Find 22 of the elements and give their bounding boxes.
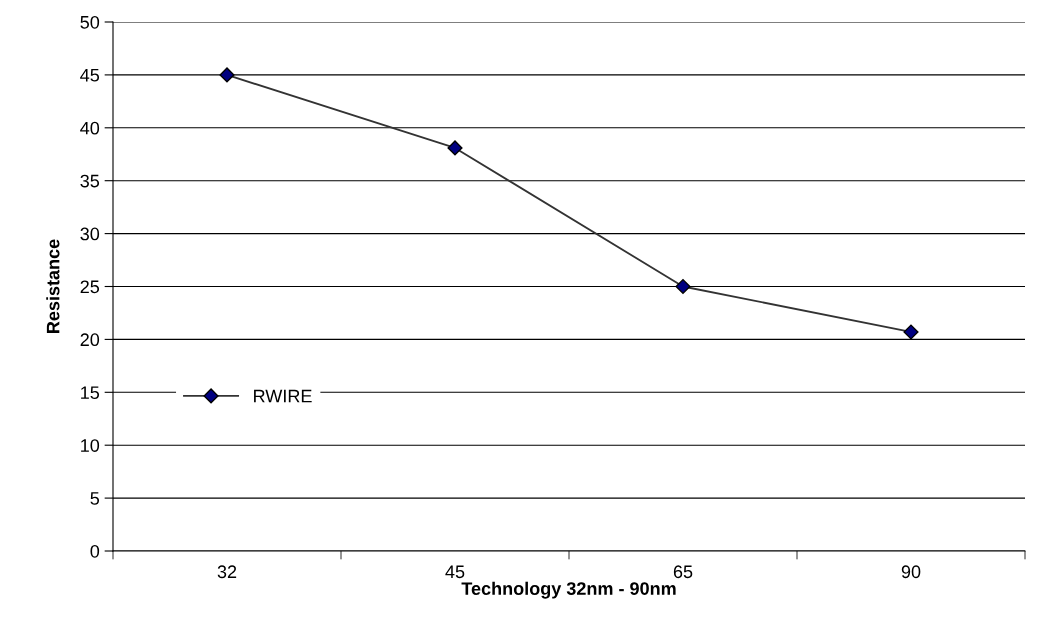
point (447, 140, 463, 156)
point (219, 67, 235, 83)
y-tick-label: 20 (80, 333, 100, 347)
y-tick-label: 40 (80, 121, 100, 135)
x-tick-label: 32 (217, 565, 237, 579)
y-tick-label: 5 (90, 492, 100, 505)
point (675, 278, 691, 295)
x-tick-label: 90 (901, 565, 921, 579)
y-axis-title: Resistance (46, 239, 60, 333)
x-tick-label: 65 (673, 565, 693, 579)
point (903, 324, 919, 340)
y-tick-label: 0 (90, 544, 100, 558)
x-tick-label: 45 (445, 565, 465, 579)
y-tick-label: 30 (80, 227, 100, 241)
y-tick-label: 45 (80, 69, 100, 82)
y-tick-label: 10 (81, 439, 100, 452)
y-tick-label: 15 (81, 386, 100, 400)
legend-label: RWIRE (254, 389, 312, 403)
y-tick-label: 25 (80, 280, 100, 294)
y-tick-label: 35 (80, 174, 100, 188)
x-axis-title: Technology 32nm - 90nm (461, 581, 676, 599)
y-tick-label: 50 (80, 15, 100, 29)
